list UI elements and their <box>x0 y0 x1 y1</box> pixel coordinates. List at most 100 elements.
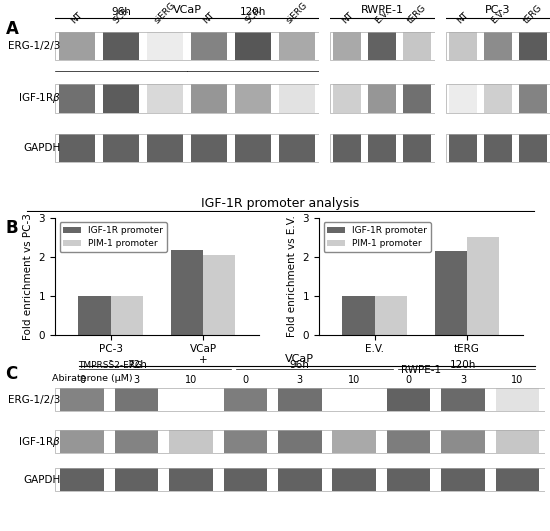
Bar <box>169 430 213 453</box>
Bar <box>55 430 544 453</box>
Bar <box>387 430 430 453</box>
Bar <box>446 31 550 61</box>
Bar <box>60 388 104 412</box>
Text: 120h: 120h <box>450 361 476 370</box>
Bar <box>55 388 544 412</box>
Bar <box>441 468 485 491</box>
Bar <box>342 296 375 335</box>
Text: C: C <box>6 364 18 382</box>
Bar <box>467 237 499 335</box>
Text: ERG-1/2/3: ERG-1/2/3 <box>8 395 60 405</box>
Text: 0: 0 <box>405 375 411 385</box>
Bar <box>496 430 539 453</box>
Bar <box>446 84 550 113</box>
Bar <box>55 31 319 61</box>
Text: SCR: SCR <box>243 6 263 25</box>
Bar <box>115 468 158 491</box>
Bar <box>434 251 467 335</box>
Text: 10: 10 <box>511 375 524 385</box>
Text: E.V.: E.V. <box>373 7 391 25</box>
Bar <box>279 84 315 113</box>
Text: 0: 0 <box>243 375 249 385</box>
Text: PC-3: PC-3 <box>485 5 510 15</box>
Bar <box>387 468 430 491</box>
Bar <box>333 134 361 162</box>
Text: TMPRSS2-ERG: TMPRSS2-ERG <box>78 361 142 370</box>
Bar <box>333 84 361 113</box>
Bar <box>60 430 104 453</box>
Bar <box>59 134 95 162</box>
Bar <box>279 31 315 61</box>
Text: tERG: tERG <box>521 3 544 25</box>
Bar <box>496 468 539 491</box>
Text: -: - <box>109 355 112 365</box>
Bar <box>191 84 227 113</box>
Text: 10: 10 <box>348 375 360 385</box>
Legend: IGF-1R promoter, PIM-1 promoter: IGF-1R promoter, PIM-1 promoter <box>59 222 167 252</box>
Bar <box>203 255 235 335</box>
Y-axis label: Fold enrichment vs E.V.: Fold enrichment vs E.V. <box>287 215 297 337</box>
Bar <box>403 134 431 162</box>
Bar <box>484 84 512 113</box>
Text: tERG: tERG <box>406 3 428 25</box>
Text: NT: NT <box>455 10 470 25</box>
Bar <box>330 31 434 61</box>
Text: RWPE-1: RWPE-1 <box>401 365 441 375</box>
Text: RWPE-1: RWPE-1 <box>361 5 404 15</box>
Y-axis label: Fold enrichment vs PC-3: Fold enrichment vs PC-3 <box>23 213 33 339</box>
Bar <box>191 134 227 162</box>
Legend: IGF-1R promoter, PIM-1 promoter: IGF-1R promoter, PIM-1 promoter <box>323 222 431 252</box>
Text: 96h: 96h <box>111 7 131 17</box>
Bar <box>332 430 376 453</box>
Text: GAPDH: GAPDH <box>23 143 61 153</box>
Text: IGF-1R promoter analysis: IGF-1R promoter analysis <box>201 197 360 210</box>
Bar <box>111 296 143 335</box>
Bar <box>484 134 512 162</box>
Text: siERG: siERG <box>152 1 178 25</box>
Bar <box>147 31 183 61</box>
Text: 3: 3 <box>296 375 303 385</box>
Bar <box>446 134 550 162</box>
Bar <box>55 84 319 113</box>
Bar <box>224 430 267 453</box>
Bar <box>103 84 139 113</box>
Bar <box>278 388 322 412</box>
Bar <box>235 134 271 162</box>
Text: NT: NT <box>201 10 217 25</box>
Bar <box>375 296 407 335</box>
Text: 10: 10 <box>185 375 197 385</box>
Text: VCaP: VCaP <box>173 5 201 15</box>
Bar <box>115 430 158 453</box>
Text: 72h: 72h <box>126 361 146 370</box>
Bar <box>224 388 267 412</box>
Bar <box>224 468 267 491</box>
Bar <box>519 31 547 61</box>
Text: E.V.: E.V. <box>489 7 507 25</box>
Bar <box>235 84 271 113</box>
Bar <box>403 31 431 61</box>
Text: SCR: SCR <box>111 6 131 25</box>
Bar <box>78 296 111 335</box>
Text: siERG: siERG <box>284 1 310 25</box>
Text: Abiraterone (μM): Abiraterone (μM) <box>52 374 133 383</box>
Bar <box>115 388 158 412</box>
Bar <box>60 468 104 491</box>
Bar <box>103 134 139 162</box>
Bar <box>519 134 547 162</box>
Text: NT: NT <box>69 10 85 25</box>
Bar <box>333 31 361 61</box>
Bar <box>449 31 477 61</box>
Text: B: B <box>6 219 18 237</box>
Bar <box>103 31 139 61</box>
Text: IGF-1R$\beta$: IGF-1R$\beta$ <box>18 435 60 449</box>
Bar <box>278 430 322 453</box>
Text: 3: 3 <box>460 375 466 385</box>
Text: A: A <box>6 20 18 38</box>
Text: 96h: 96h <box>290 361 310 370</box>
Bar <box>191 31 227 61</box>
Bar <box>279 134 315 162</box>
Bar <box>441 388 485 412</box>
Bar <box>519 84 547 113</box>
Bar <box>368 134 396 162</box>
Bar <box>55 134 319 162</box>
